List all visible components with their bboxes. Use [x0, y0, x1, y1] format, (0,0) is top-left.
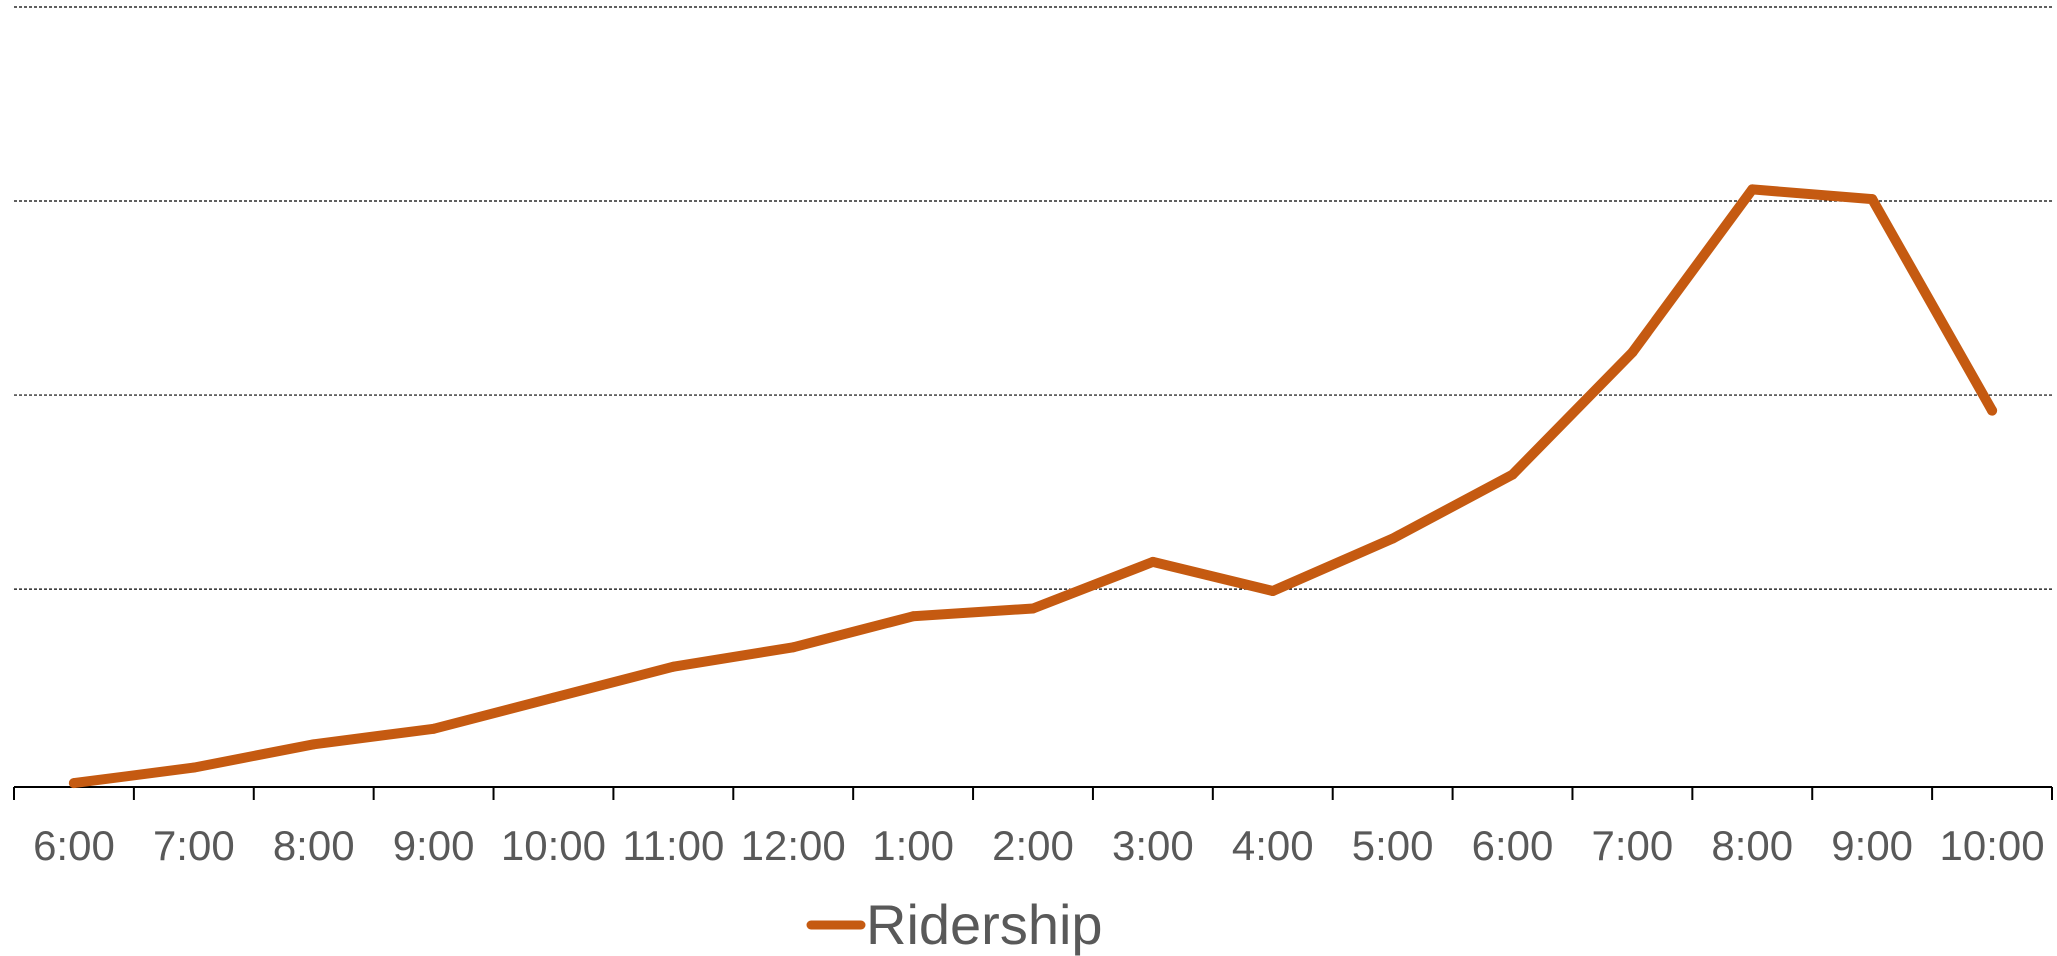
x-tick-label: 5:00	[1352, 822, 1434, 869]
data-point	[428, 723, 439, 734]
legend-label-ridership: Ridership	[866, 893, 1103, 956]
data-point	[1267, 586, 1278, 597]
data-point	[1987, 405, 1998, 416]
legend: Ridership	[806, 893, 1103, 956]
data-point	[788, 642, 799, 653]
data-point	[548, 692, 559, 703]
x-tick-label: 8:00	[1711, 822, 1793, 869]
data-point	[908, 611, 919, 622]
x-tick-label: 3:00	[1112, 822, 1194, 869]
x-tick-label: 9:00	[393, 822, 475, 869]
x-tick-label: 10:00	[1940, 822, 2045, 869]
x-tick-label: 6:00	[1472, 822, 1554, 869]
x-tick-label: 8:00	[273, 822, 355, 869]
x-tick-label: 2:00	[992, 822, 1074, 869]
data-point	[1387, 533, 1398, 544]
series-layer	[68, 184, 1998, 789]
series-line-ridership	[68, 184, 1998, 789]
x-tick-label: 6:00	[33, 822, 115, 869]
data-point	[1627, 347, 1638, 358]
data-point	[1147, 556, 1158, 567]
data-point	[1747, 184, 1758, 195]
data-point	[668, 661, 679, 672]
y-gridlines	[14, 6, 2052, 590]
x-axis	[13, 786, 2053, 800]
x-tick-label: 7:00	[1592, 822, 1674, 869]
data-point	[1028, 603, 1038, 614]
x-tick-label: 4:00	[1232, 822, 1314, 869]
x-tick-label: 11:00	[622, 822, 724, 869]
x-tick-label: 7:00	[153, 822, 235, 869]
data-point	[68, 778, 79, 789]
data-point	[1867, 194, 1878, 205]
x-tick-label: 12:00	[741, 822, 846, 869]
x-tick-label: 1:00	[872, 822, 954, 869]
x-tick-label: 9:00	[1831, 822, 1913, 869]
x-tick-labels: 6:00 7:00 8:00 9:00 10:00 11:00 12:00 1:00 2:00 3…	[33, 822, 2045, 869]
x-tick-label: 10:00	[501, 822, 606, 869]
data-point	[308, 739, 319, 750]
data-point	[188, 762, 199, 773]
data-point	[1507, 469, 1518, 480]
